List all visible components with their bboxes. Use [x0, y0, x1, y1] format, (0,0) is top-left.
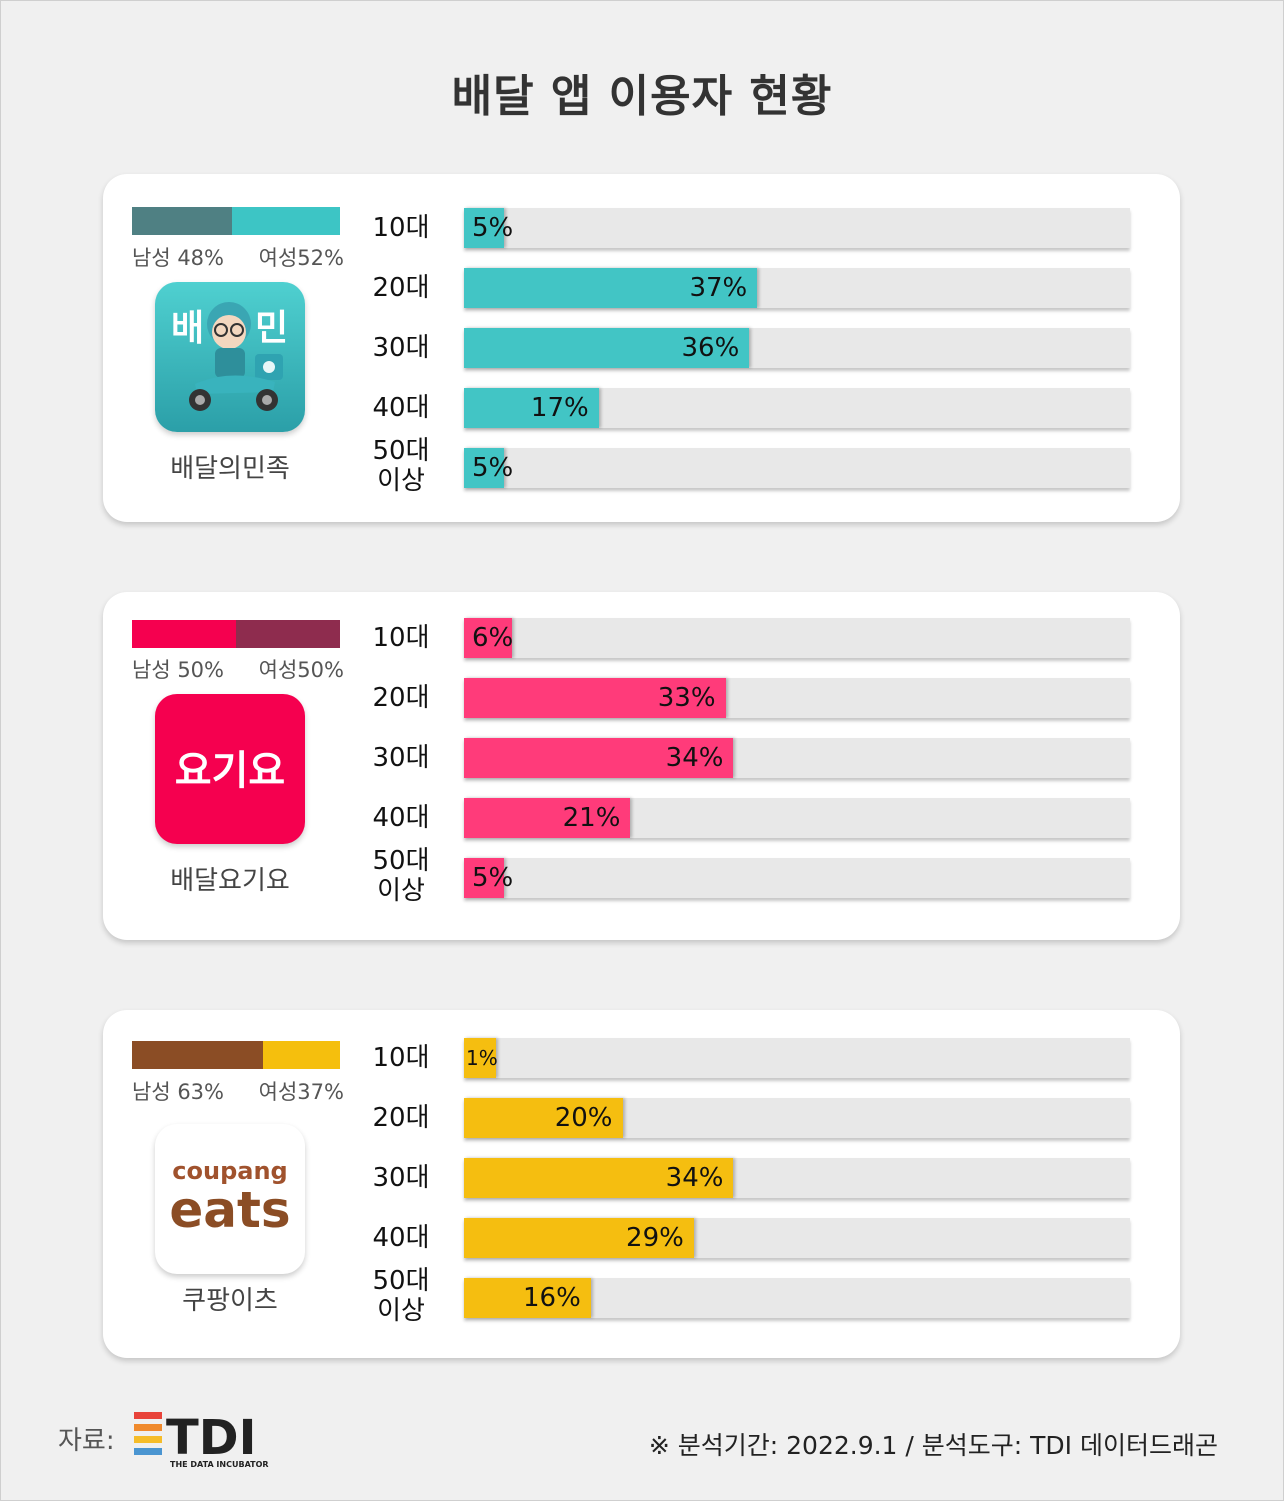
bar-track: 1% [464, 1038, 1130, 1078]
bar-value-label: 5% [472, 453, 514, 483]
yogiyo-logo-text: 요기요 [175, 748, 285, 794]
bar-track: 21% [464, 798, 1130, 838]
source-label: 자료: [58, 1426, 115, 1456]
age-label: 10대 [372, 213, 430, 243]
bar-fill [464, 1218, 694, 1258]
age-label: 50대 이상 [372, 846, 430, 906]
female-ratio-label: 여성37% [258, 1080, 344, 1104]
age-label: 30대 [372, 743, 430, 773]
bar-fill [464, 738, 734, 778]
male-segment [132, 620, 236, 648]
bar-track: 20% [464, 1098, 1130, 1138]
age-label: 20대 [372, 683, 430, 713]
bar-value-label: 37% [689, 273, 748, 303]
bar-fill [464, 448, 504, 488]
bar-fill [464, 1158, 734, 1198]
bar-value-label: 17% [530, 393, 589, 423]
bar-fill [464, 1278, 591, 1318]
age-label: 30대 [372, 333, 430, 363]
gender-ratio-text: 남성 48% 여성52% [132, 242, 344, 272]
app-name: 배달요기요 [170, 866, 290, 896]
bar-track: 16% [464, 1278, 1130, 1318]
bar-value-label: 36% [681, 333, 740, 363]
gender-ratio-text: 남성 50% 여성50% [132, 654, 344, 684]
bar-fill [464, 1038, 496, 1078]
gender-ratio-text: 남성 63% 여성37% [132, 1076, 344, 1106]
age-label: 40대 [372, 393, 430, 423]
bar-track: 29% [464, 1218, 1130, 1258]
bar-track: 5% [464, 448, 1130, 488]
male-ratio-label: 남성 48% [132, 246, 224, 270]
yogiyo-logo: 요기요 [155, 694, 305, 844]
age-label: 40대 [372, 803, 430, 833]
bar-track: 5% [464, 208, 1130, 248]
female-segment [236, 620, 340, 648]
age-label: 40대 [372, 1223, 430, 1253]
male-ratio-label: 남성 63% [132, 1080, 224, 1104]
bar-fill [464, 388, 599, 428]
bar-value-label: 34% [665, 1163, 724, 1193]
gender-ratio-bar [132, 620, 340, 648]
app-name: 쿠팡이츠 [182, 1286, 278, 1316]
age-label: 20대 [372, 273, 430, 303]
bar-fill [464, 798, 631, 838]
app-name: 배달의민족 [170, 454, 290, 484]
age-label: 50대 이상 [372, 436, 430, 496]
male-segment [132, 1041, 264, 1069]
bar-track: 5% [464, 858, 1130, 898]
age-label: 20대 [372, 1103, 430, 1133]
bar-value-label: 1% [466, 1046, 498, 1070]
bar-value-label: 16% [523, 1283, 581, 1313]
bar-value-label: 5% [472, 863, 514, 893]
tdi-brand-text: TDI [166, 1410, 256, 1466]
female-ratio-label: 여성50% [258, 658, 344, 682]
baemin-logo-text-right: 민 [255, 308, 288, 349]
male-segment [132, 207, 232, 235]
bar-track: 37% [464, 268, 1130, 308]
age-label: 10대 [372, 1043, 430, 1073]
bar-fill [464, 678, 726, 718]
gender-ratio-bar [132, 207, 340, 235]
bar-fill [464, 268, 758, 308]
bar-value-label: 6% [472, 623, 514, 653]
app-card-baemin: 남성 48% 여성52% 배 민 배 [103, 174, 1180, 522]
bar-track: 34% [464, 1158, 1130, 1198]
eats-logo-text: eats [169, 1181, 290, 1239]
bar-track: 6% [464, 618, 1130, 658]
baemin-logo: 배 민 [155, 282, 305, 432]
age-label: 50대 이상 [372, 1266, 430, 1326]
bar-fill [464, 328, 750, 368]
bar-value-label: 21% [562, 803, 621, 833]
bar-track: 36% [464, 328, 1130, 368]
bar-value-label: 29% [626, 1223, 684, 1253]
page-title: 배달 앱 이용자 현황 [451, 71, 833, 122]
tdi-brand-subtext: THE DATA INCUBATOR [170, 1460, 269, 1469]
coupang-logo-text: coupang [172, 1157, 287, 1185]
analysis-note: ※ 분석기간: 2022.9.1 / 분석도구: TDI 데이터드래곤 [648, 1431, 1218, 1460]
bar-fill [464, 208, 504, 248]
male-ratio-label: 남성 50% [132, 658, 224, 682]
gender-ratio-bar [132, 1041, 340, 1069]
bar-value-label: 5% [472, 213, 514, 243]
female-segment [231, 207, 340, 235]
bar-track: 33% [464, 678, 1130, 718]
female-segment [263, 1041, 340, 1069]
bar-track: 34% [464, 738, 1130, 778]
tdi-logo: TDI THE DATA INCUBATOR [134, 1410, 284, 1474]
coupang-eats-logo: coupang eats [155, 1124, 305, 1274]
age-label: 10대 [372, 623, 430, 653]
bar-fill [464, 858, 504, 898]
app-card-coupang-eats: 남성 63% 여성37% coupang eats 쿠팡이츠 10대 1% 20대 2… [103, 1010, 1180, 1358]
bar-track: 17% [464, 388, 1130, 428]
age-label: 30대 [372, 1163, 430, 1193]
bar-value-label: 20% [554, 1103, 613, 1133]
baemin-logo-text-left: 배 [171, 308, 204, 349]
bar-fill [464, 618, 512, 658]
bar-fill [464, 1098, 623, 1138]
bar-value-label: 34% [665, 743, 724, 773]
app-card-yogiyo: 남성 50% 여성50% 요기요 배달요기요 10대 6% 20대 33% 30대 34%… [103, 592, 1180, 940]
bar-value-label: 33% [657, 683, 716, 713]
female-ratio-label: 여성52% [258, 246, 344, 270]
